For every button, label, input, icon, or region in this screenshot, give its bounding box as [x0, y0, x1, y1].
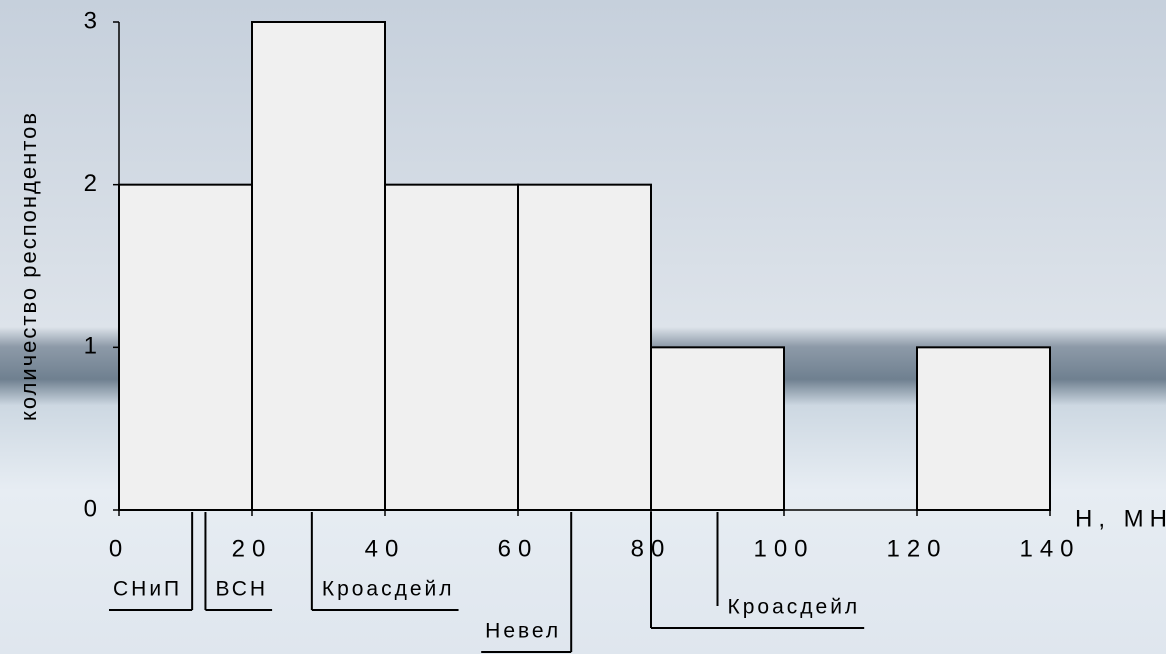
- x-axis-label: Н, МН: [1075, 505, 1166, 532]
- bar: [251, 21, 386, 511]
- y-tick-label: 0: [84, 495, 97, 522]
- bar: [118, 183, 253, 512]
- x-tick-label: 140: [1019, 535, 1080, 562]
- bar: [650, 346, 785, 512]
- y-tick-label: 2: [84, 170, 97, 197]
- annotation-label: Невел: [485, 620, 561, 643]
- annotation-label: ВСН: [215, 578, 268, 601]
- x-tick-label: 120: [886, 535, 947, 562]
- bar: [517, 183, 652, 512]
- annotation-label: СНиП: [113, 578, 182, 601]
- x-tick-label: 100: [753, 535, 814, 562]
- x-tick-label: 40: [365, 535, 406, 562]
- x-tick-label: 0: [109, 535, 129, 562]
- bar: [384, 183, 519, 512]
- annotation-label: Кроасдейл: [728, 596, 861, 619]
- x-tick-label: 60: [498, 535, 539, 562]
- annotation-label: Кроасдейл: [322, 578, 455, 601]
- bar: [916, 346, 1051, 512]
- x-tick-label: 20: [232, 535, 273, 562]
- y-axis-label: количество респондентов: [16, 111, 41, 421]
- x-tick-label: 80: [631, 535, 672, 562]
- y-tick-label: 1: [84, 333, 97, 360]
- y-tick-label: 3: [84, 7, 97, 34]
